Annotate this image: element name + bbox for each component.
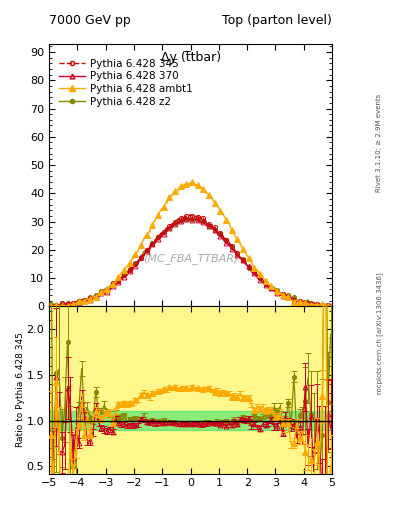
Text: 7000 GeV pp: 7000 GeV pp [49, 14, 131, 27]
Bar [49, 412, 332, 430]
Text: (MC_FBA_TTBAR): (MC_FBA_TTBAR) [143, 253, 239, 265]
Text: Top (parton level): Top (parton level) [222, 14, 332, 27]
Text: Δy (t̅tbar): Δy (t̅tbar) [161, 51, 220, 65]
Text: mcplots.cern.ch [arXiv:1306.3436]: mcplots.cern.ch [arXiv:1306.3436] [376, 272, 383, 394]
Legend: Pythia 6.428 345, Pythia 6.428 370, Pythia 6.428 ambt1, Pythia 6.428 z2: Pythia 6.428 345, Pythia 6.428 370, Pyth… [57, 57, 195, 109]
Y-axis label: Ratio to Pythia 6.428 345: Ratio to Pythia 6.428 345 [16, 332, 25, 447]
Bar [49, 302, 332, 476]
Text: Rivet 3.1.10; ≥ 2.9M events: Rivet 3.1.10; ≥ 2.9M events [376, 94, 382, 193]
